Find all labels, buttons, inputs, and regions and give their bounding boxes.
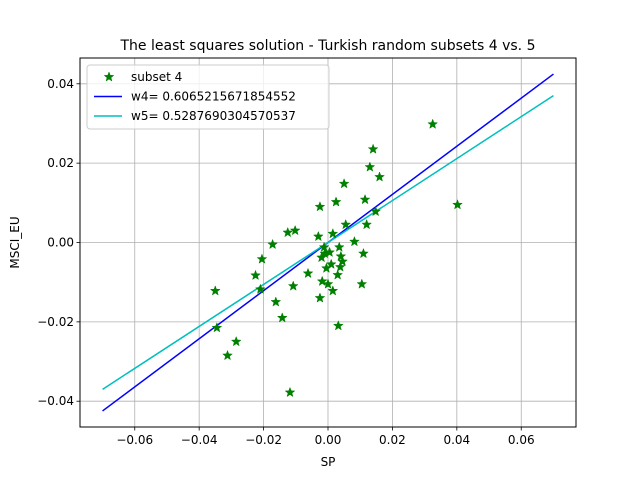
data-point bbox=[367, 143, 379, 154]
y-axis-ticks: −0.04 −0.02 0.00 0.02 0.04 bbox=[37, 77, 80, 408]
data-point bbox=[222, 349, 233, 361]
x-tick-label: −0.02 bbox=[245, 433, 282, 447]
data-point bbox=[318, 241, 330, 252]
data-point bbox=[322, 278, 334, 289]
data-point bbox=[282, 226, 294, 238]
x-tick-label: 0.02 bbox=[379, 433, 406, 447]
legend: subset 4 w4= 0.6065215671854552 w5= 0.5287… bbox=[86, 64, 330, 130]
data-point bbox=[334, 261, 346, 272]
data-point bbox=[211, 322, 223, 333]
data-point bbox=[357, 247, 369, 259]
data-point bbox=[327, 228, 339, 239]
data-point bbox=[332, 269, 344, 280]
data-point bbox=[374, 171, 385, 182]
data-point bbox=[230, 335, 242, 347]
data-point bbox=[370, 205, 382, 217]
y-tick-label: 0.02 bbox=[47, 156, 74, 170]
x-tick-label: 0.00 bbox=[315, 433, 342, 447]
data-point bbox=[324, 246, 336, 258]
data-point bbox=[340, 218, 352, 230]
data-point bbox=[330, 196, 342, 207]
data-point bbox=[256, 253, 268, 264]
y-tick-label: −0.04 bbox=[37, 394, 74, 408]
legend-marker-star bbox=[103, 71, 115, 82]
data-point bbox=[332, 320, 344, 331]
data-point bbox=[254, 283, 266, 294]
y-tick-label: 0.00 bbox=[47, 236, 74, 250]
x-axis-ticks: −0.06 −0.04 −0.02 0.00 0.02 0.04 0.06 bbox=[116, 427, 535, 447]
chart-title: The least squares solution - Turkish ran… bbox=[120, 38, 536, 54]
legend-entry-label: subset 4 bbox=[131, 70, 182, 84]
fit-line-w5 bbox=[102, 95, 554, 390]
data-point bbox=[287, 280, 299, 291]
data-point bbox=[250, 269, 261, 281]
y-tick-label: −0.02 bbox=[37, 315, 74, 329]
data-point bbox=[364, 161, 376, 172]
data-point bbox=[359, 193, 371, 205]
x-tick-label: 0.04 bbox=[443, 433, 470, 447]
data-point bbox=[270, 296, 282, 307]
data-point bbox=[361, 218, 373, 230]
legend-entry-label: w4= 0.6065215671854552 bbox=[131, 90, 296, 104]
data-point bbox=[209, 285, 221, 296]
data-point bbox=[325, 258, 337, 269]
data-point bbox=[327, 285, 339, 296]
legend-box bbox=[86, 64, 330, 130]
data-point bbox=[452, 199, 463, 210]
fit-lines bbox=[102, 73, 554, 412]
data-point bbox=[337, 255, 348, 267]
legend-entry-label: w5= 0.5287690304570537 bbox=[131, 109, 296, 123]
y-tick-label: 0.04 bbox=[47, 77, 74, 91]
data-point bbox=[316, 275, 328, 287]
scatter-points bbox=[209, 118, 463, 398]
x-axis-label: SP bbox=[321, 455, 336, 469]
data-point bbox=[335, 250, 347, 262]
x-tick-label: 0.06 bbox=[508, 433, 535, 447]
x-tick-label: −0.06 bbox=[116, 433, 153, 447]
data-point bbox=[348, 235, 360, 247]
data-point bbox=[427, 118, 439, 129]
data-point bbox=[333, 241, 345, 252]
data-point bbox=[284, 386, 296, 398]
data-point bbox=[289, 224, 301, 236]
data-point bbox=[312, 230, 324, 242]
data-point bbox=[314, 292, 326, 303]
x-tick-label: −0.04 bbox=[181, 433, 218, 447]
data-point bbox=[276, 312, 288, 323]
data-point bbox=[356, 278, 368, 289]
data-point bbox=[267, 238, 279, 250]
data-point bbox=[302, 267, 314, 279]
data-point bbox=[314, 201, 326, 212]
y-axis-label: MSCI_EU bbox=[8, 216, 22, 268]
data-point bbox=[338, 178, 350, 189]
